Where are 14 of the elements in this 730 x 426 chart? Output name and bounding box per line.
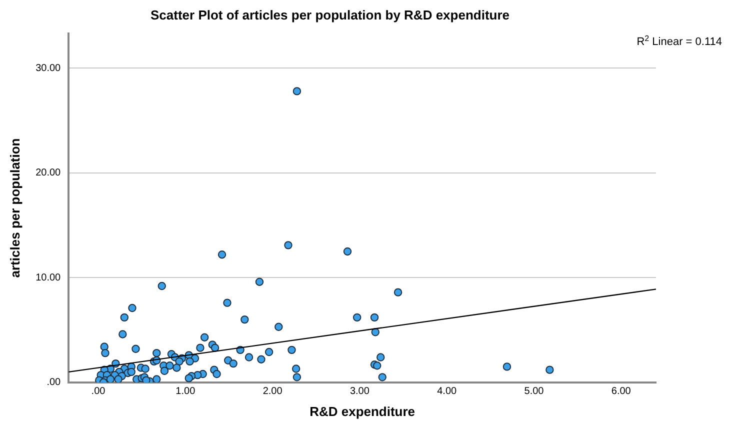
x-tick-label: .00 [91, 386, 106, 398]
x-tick-label: 4.00 [437, 386, 458, 398]
x-tick-label: 5.00 [524, 386, 544, 398]
x-tick-label: 6.00 [611, 386, 632, 398]
x-tick-label: 2.00 [262, 386, 283, 398]
y-tick-label: .00 [46, 377, 62, 388]
y-tick-label: 10.00 [36, 272, 62, 284]
x-axis-title: R&D expenditure [310, 404, 416, 419]
y-tick-label: 30.00 [36, 62, 62, 74]
x-tick-label: 1.00 [176, 386, 196, 398]
y-tick-label: 20.00 [36, 168, 62, 179]
x-tick-label: 3.00 [350, 386, 370, 398]
y-axis-title: articles per population [7, 138, 22, 278]
chart-title: Scatter Plot of articles per population by R&D expenditure [150, 7, 510, 22]
